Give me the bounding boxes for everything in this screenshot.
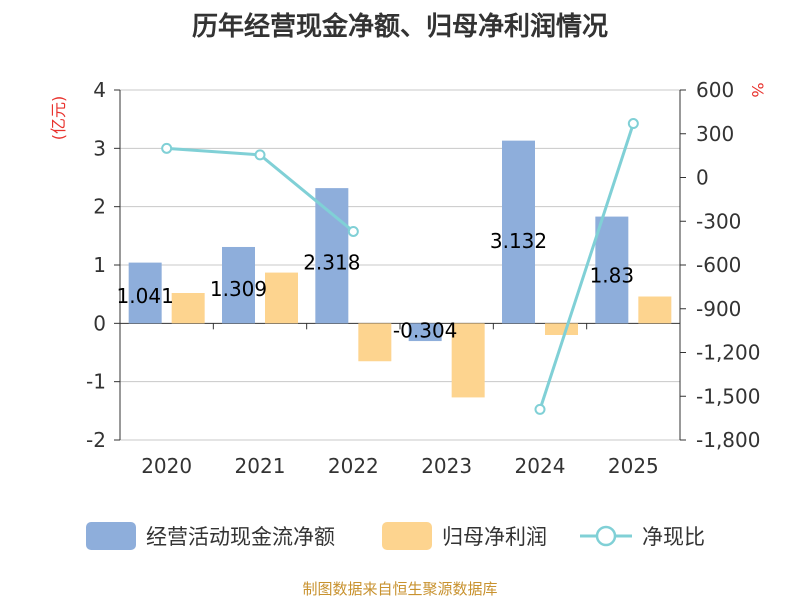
cashflow-data-label: 1.309	[210, 277, 267, 301]
net-profit-bar	[171, 293, 205, 324]
legend-swatch-cashflow	[86, 522, 136, 550]
net-profit-bar	[451, 323, 485, 398]
cashflow-data-label: 3.132	[490, 229, 547, 253]
bar-layer	[128, 140, 672, 398]
legend-swatch-net-profit	[382, 522, 432, 550]
left-tick-label: 2	[93, 195, 106, 219]
legend-label-net-profit: 归母净利润	[442, 525, 547, 549]
right-tick-label: -1,200	[696, 341, 760, 365]
net-profit-bar	[358, 323, 392, 362]
left-tick-label: -2	[86, 428, 106, 452]
right-tick-label: 300	[696, 122, 734, 146]
legend-swatch-ratio-marker	[595, 525, 617, 547]
ratio-point	[347, 225, 359, 237]
x-tick-label: 2023	[421, 454, 472, 478]
x-tick-label: 2025	[608, 454, 659, 478]
cashflow-bar	[128, 262, 162, 324]
legend-layer: 经营活动现金流净额 归母净利润 净现比	[86, 522, 705, 550]
left-tick-label: -1	[86, 370, 106, 394]
ratio-point	[254, 149, 266, 161]
line-layer	[161, 118, 639, 415]
net-profit-bar	[265, 272, 298, 324]
net-profit-bar	[638, 296, 672, 324]
legend-label-ratio: 净现比	[642, 525, 705, 549]
right-tick-label: -300	[696, 209, 741, 233]
left-tick-label: 1	[93, 253, 106, 277]
chart-title: 历年经营现金净额、归母净利润情况	[191, 12, 608, 42]
x-tick-label: 2020	[141, 454, 192, 478]
x-tick-label: 2021	[235, 454, 286, 478]
axis-layer: 4 3 2 1 0 -1 -2 600 300 0 -300 -600 -900 -1,200 -1,500…	[49, 78, 767, 478]
right-axis-unit: %	[748, 82, 767, 97]
left-tick-label: 4	[93, 78, 106, 102]
cashflow-data-label: 1.83	[590, 263, 635, 287]
cashflow-data-label: 2.318	[303, 250, 360, 274]
cashflow-bar	[502, 140, 535, 324]
right-tick-label: -900	[696, 297, 741, 321]
left-tick-label: 0	[93, 311, 106, 335]
left-axis-unit: (亿元)	[49, 96, 68, 141]
x-tick-label: 2024	[515, 454, 566, 478]
cashflow-bar	[222, 246, 255, 324]
right-tick-label: 600	[696, 78, 734, 102]
legend-label-cashflow: 经营活动现金流净额	[146, 525, 335, 549]
ratio-point	[161, 142, 173, 154]
ratio-point	[627, 118, 639, 130]
right-tick-label: -1,500	[696, 384, 760, 408]
cashflow-bar	[315, 188, 349, 324]
cashflow-data-label: 1.041	[117, 284, 174, 308]
source-note: 制图数据来自恒生聚源数据库	[302, 580, 498, 598]
grid-layer	[120, 89, 680, 441]
cashflow-bar	[595, 216, 629, 324]
right-tick-label: -600	[696, 253, 741, 277]
ratio-point	[534, 403, 546, 415]
ratio-line	[538, 123, 635, 410]
right-tick-label: 0	[696, 166, 709, 190]
x-tick-label: 2022	[328, 454, 379, 478]
cashflow-bar	[408, 323, 442, 342]
label-layer: 1.041 1.309 2.318 -0.304 3.132 1.83	[117, 229, 635, 342]
net-profit-bar	[545, 323, 578, 335]
left-tick-label: 3	[93, 136, 106, 160]
cashflow-data-label: -0.304	[393, 318, 457, 342]
right-tick-label: -1,800	[696, 428, 760, 452]
